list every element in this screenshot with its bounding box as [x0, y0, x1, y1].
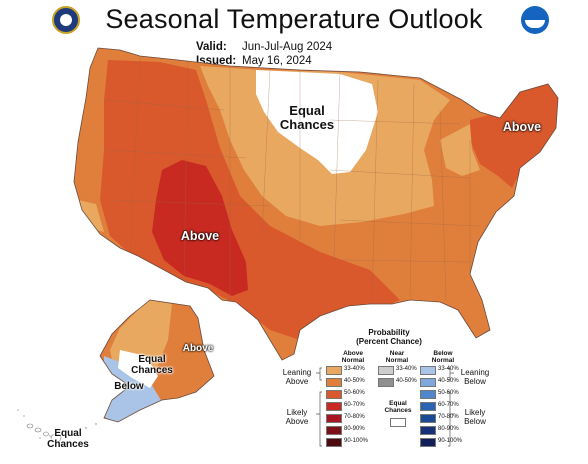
legend-likely-above: Likely Above — [285, 408, 309, 426]
legend-above-swatch — [326, 426, 342, 435]
legend-below-swatch — [420, 378, 436, 387]
legend-above-range-label: 70-80% — [344, 413, 365, 420]
legend-col-below: Below Normal — [431, 350, 455, 364]
legend-above-swatch — [326, 438, 342, 447]
legend-above-range-label: 33-40% — [344, 365, 365, 372]
valid-label: Valid: — [196, 41, 227, 53]
above-33-40-west-coast — [78, 200, 104, 232]
legend-likely-below: Likely Below — [464, 408, 486, 426]
outlook-meta: Valid: Jun-Jul-Aug 2024 Issued: May 16, 20… — [196, 40, 332, 68]
legend-near-range-label: 40-50% — [396, 377, 417, 384]
legend-below-swatch — [420, 414, 436, 423]
probability-legend: Probability (Percent Chance) Above Norma… — [282, 328, 489, 452]
equal-chances-north-label: Equal Chances — [279, 103, 335, 132]
conus-outline — [73, 47, 559, 361]
legend-above-swatch — [326, 378, 342, 387]
legend-below-swatch — [420, 390, 436, 399]
aleutian-islands — [17, 409, 98, 439]
legend-near-swatch — [378, 378, 394, 387]
above-50-60-northeast — [470, 84, 558, 188]
legend-below-range-label: 70-80% — [438, 413, 459, 420]
legend-above-swatch — [326, 390, 342, 399]
legend-above-swatch — [326, 402, 342, 411]
doc-seal-icon — [52, 6, 80, 34]
legend-above-range-label: 60-70% — [344, 401, 365, 408]
above-southwest-label: Above — [180, 229, 220, 243]
noaa-logo-icon — [521, 6, 549, 34]
legend-col-above: Above Normal — [341, 350, 365, 364]
legend-above-swatch — [326, 414, 342, 423]
legend-equal-chances: Equal Chances — [384, 400, 412, 414]
legend-below-range-label: 33-40% — [438, 365, 459, 372]
above-northeast-label: Above — [502, 120, 542, 134]
legend-near-swatch — [378, 366, 394, 375]
alaska-below-label: Below — [114, 381, 144, 392]
legend-title: Probability (Percent Chance) — [356, 328, 422, 346]
legend-above-range-label: 40-50% — [344, 377, 365, 384]
alaska-map — [17, 299, 215, 439]
hawaii-map — [26, 423, 62, 443]
legend-col-near: Near Normal — [385, 350, 409, 364]
equal-chances-north — [256, 70, 378, 174]
legend-above-range-label: 90-100% — [344, 437, 369, 444]
legend-above-range-label: 80-90% — [344, 425, 365, 432]
legend-near-range-label: 33-40% — [396, 365, 417, 372]
alaska-equal-chances-label: Equal Chances — [131, 354, 173, 376]
legend-leaning-above: Leaning Above — [282, 368, 312, 386]
hawaii-equal-chances-label: Equal Chances — [47, 428, 89, 450]
legend-equal-chances-swatch — [390, 418, 406, 427]
legend-below-swatch — [420, 366, 436, 375]
legend-below-range-label: 60-70% — [438, 401, 459, 408]
legend-below-swatch — [420, 438, 436, 447]
legend-above-range-label: 50-60% — [344, 389, 365, 396]
page-title: Seasonal Temperature Outlook — [105, 4, 483, 34]
legend-brackets — [316, 367, 454, 447]
issued-value: May 16, 2024 — [242, 55, 312, 67]
above-50-60-west — [100, 60, 400, 340]
legend-below-range-label: 50-60% — [438, 389, 459, 396]
legend-below-swatch — [420, 426, 436, 435]
valid-value: Jun-Jul-Aug 2024 — [242, 41, 333, 53]
legend-below-range-label: 40-50% — [438, 377, 459, 384]
above-60-70-southwest — [152, 160, 248, 296]
legend-above-swatch — [326, 366, 342, 375]
state-borders — [103, 55, 481, 301]
legend-below-swatch — [420, 402, 436, 411]
legend-below-range-label: 80-90% — [438, 425, 459, 432]
legend-leaning-below: Leaning Below — [460, 368, 490, 386]
alaska-above-label: Above — [182, 343, 214, 354]
